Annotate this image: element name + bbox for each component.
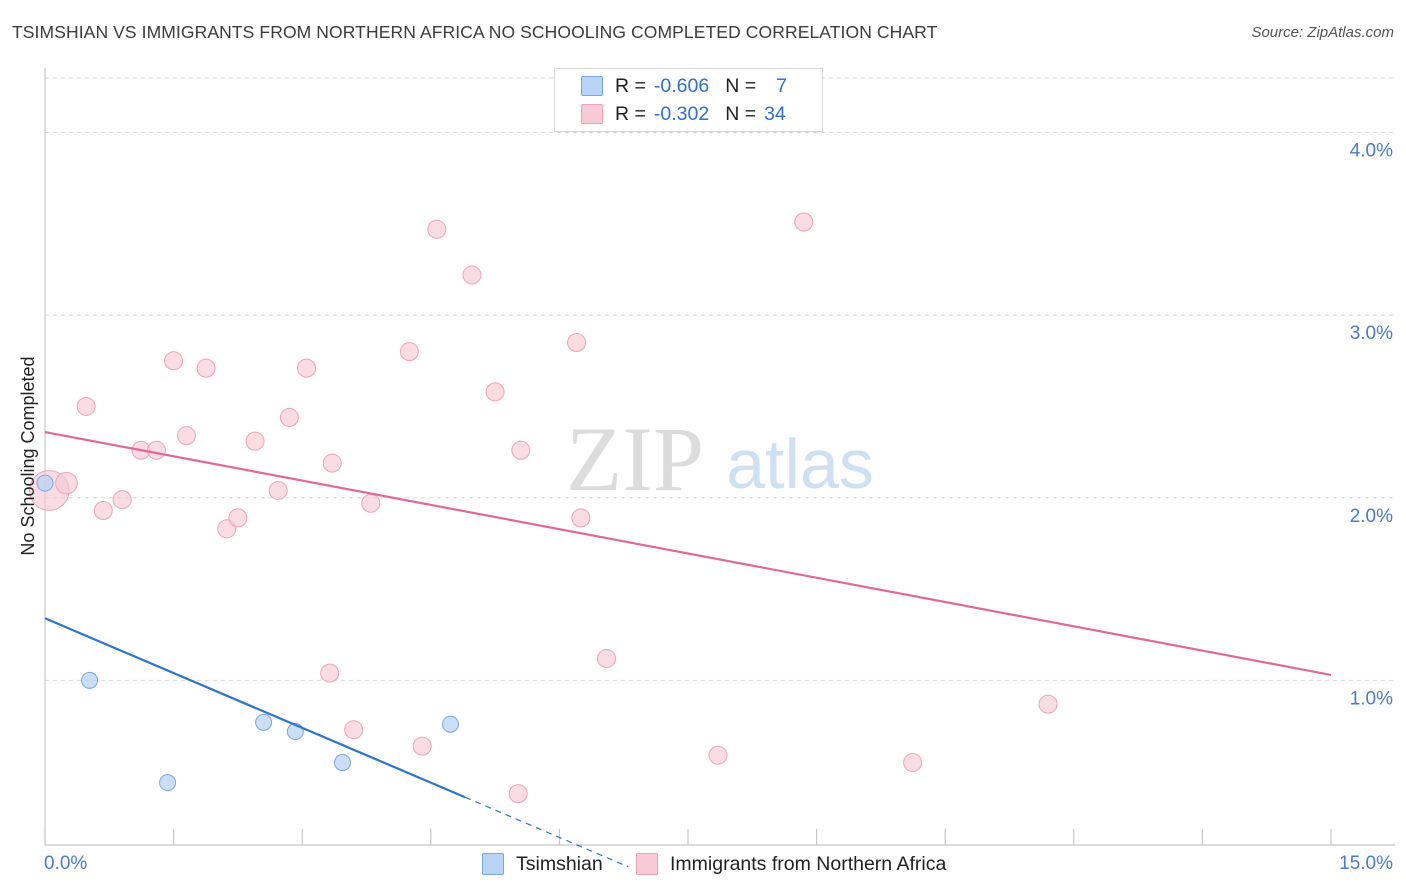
legend-r-value: -0.302 (653, 102, 710, 125)
tsimshian-trend-line (44, 617, 466, 799)
y-axis-label: No Schooling Completed (18, 356, 38, 555)
immigrants-trend-line (44, 430, 1332, 676)
immigrants-point (279, 407, 299, 427)
bottom-legend-tsimshian: Tsimshian (482, 851, 603, 877)
legend-r-label: R = (615, 102, 646, 125)
y-tick-label: 3.0% (1350, 323, 1393, 344)
legend-r-label: R = (615, 74, 646, 97)
immigrants-point (228, 508, 248, 528)
immigrants-point (412, 736, 432, 756)
bottom-legend-immigrants: Immigrants from Northern Africa (636, 851, 946, 877)
immigrants-point (708, 745, 728, 765)
trend-lines (44, 430, 1332, 868)
immigrants-points (28, 212, 1058, 804)
watermark-atlas: atlas (726, 425, 874, 503)
immigrants-point (322, 453, 342, 473)
tsimshian-trend-extension (464, 796, 629, 868)
legend-n-value: 7 (776, 74, 787, 97)
immigrants-point (176, 426, 196, 446)
immigrants-point (164, 351, 184, 371)
x-tick-labels: 0.0% 15.0% (44, 853, 1393, 874)
tsimshian-points (36, 474, 460, 792)
immigrants-point (427, 219, 447, 239)
immigrants-point (567, 333, 587, 353)
immigrants-point (245, 431, 265, 451)
immigrants-point (361, 493, 381, 513)
legend-n-label: N = (725, 102, 757, 125)
immigrants-point (93, 501, 113, 521)
tsimshian-swatch (581, 76, 603, 96)
immigrants-point (55, 471, 78, 495)
immigrants-point (268, 480, 288, 500)
immigrants-point (485, 382, 505, 402)
x-tick-label: 15.0% (1339, 853, 1393, 874)
tsimshian-point (159, 774, 177, 792)
tsimshian-point (255, 713, 273, 731)
legend-n-label: N = (725, 74, 757, 97)
tsimshian-point (333, 754, 351, 772)
immigrants-point (571, 508, 591, 528)
legend-r-value: -0.606 (653, 74, 710, 97)
immigrants-point (508, 784, 528, 804)
immigrants-swatch (581, 104, 603, 124)
grid-lines (45, 77, 1395, 681)
immigrants-point (112, 490, 132, 510)
immigrants-legend-label: Immigrants from Northern Africa (670, 852, 947, 875)
immigrants-legend-swatch (636, 853, 658, 875)
tsimshian-point (36, 474, 54, 492)
tsimshian-legend-swatch (482, 853, 504, 875)
immigrants-point (399, 342, 419, 362)
immigrants-point (597, 648, 617, 668)
tsimshian-point (442, 715, 460, 733)
immigrants-point (146, 440, 166, 460)
stats-legend: R = -0.606 N = 7 R = -0.302 N = 34 (554, 68, 823, 132)
legend-row-tsimshian: R = -0.606 N = 7 (555, 73, 787, 99)
y-tick-label: 4.0% (1350, 141, 1393, 162)
y-tick-label: 1.0% (1350, 688, 1393, 709)
immigrants-point (320, 663, 340, 683)
chart-title: TSIMSHIAN VS IMMIGRANTS FROM NORTHERN AF… (12, 22, 938, 42)
y-tick-labels: 1.0% 2.0% 3.0% 4.0% (1350, 141, 1393, 710)
immigrants-point (296, 358, 316, 378)
tsimshian-legend-label: Tsimshian (516, 852, 603, 875)
immigrants-point (903, 753, 923, 773)
y-tick-label: 2.0% (1350, 506, 1393, 527)
immigrants-point (462, 265, 482, 285)
immigrants-point (76, 396, 96, 416)
immigrants-point (1038, 694, 1058, 714)
x-tick-label: 0.0% (44, 853, 87, 874)
source-label: Source: ZipAtlas.com (1251, 24, 1394, 41)
tsimshian-point (81, 671, 99, 689)
axes (44, 68, 1395, 846)
immigrants-point (511, 440, 531, 460)
immigrants-point (344, 720, 364, 740)
legend-n-value: 34 (764, 102, 786, 125)
legend-row-immigrants: R = -0.302 N = 34 (555, 101, 786, 127)
immigrants-point (196, 358, 216, 378)
immigrants-point (794, 212, 814, 232)
watermark-zip: ZIP (566, 408, 704, 510)
watermark: ZIP atlas (566, 408, 874, 510)
